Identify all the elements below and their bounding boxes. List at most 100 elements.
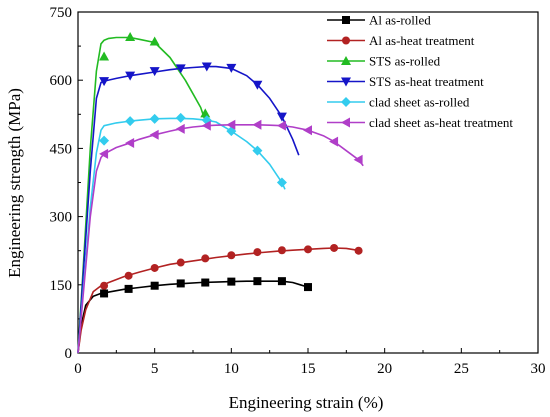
x-tick-label: 0 xyxy=(74,361,82,377)
series-5 xyxy=(77,112,287,354)
data-point xyxy=(353,154,363,165)
data-point xyxy=(175,112,186,123)
data-point xyxy=(303,125,312,136)
data-point xyxy=(200,108,211,118)
legend-marker xyxy=(342,16,350,24)
data-point xyxy=(125,116,136,127)
series-line xyxy=(77,124,364,354)
data-point xyxy=(99,51,110,61)
legend-marker xyxy=(342,36,350,45)
data-point xyxy=(125,137,135,148)
data-point xyxy=(124,271,133,280)
y-tick-label: 150 xyxy=(50,278,73,294)
series-2 xyxy=(77,243,363,354)
legend-marker xyxy=(341,77,351,87)
series-line xyxy=(77,280,309,354)
data-point xyxy=(150,281,159,290)
series-line xyxy=(77,117,286,354)
data-point xyxy=(124,284,133,293)
data-point xyxy=(99,135,110,146)
legend-item: STS as-rolled xyxy=(327,54,441,69)
data-point xyxy=(175,64,186,74)
data-point xyxy=(253,248,262,257)
plot-border xyxy=(77,11,539,354)
series-6 xyxy=(77,119,364,354)
x-tick-label: 25 xyxy=(454,361,469,377)
legend-label: Al as-rolled xyxy=(369,13,431,28)
series-line xyxy=(77,36,208,354)
data-point xyxy=(354,246,363,255)
data-point xyxy=(226,63,237,73)
x-axis-title: Engineering strain (%) xyxy=(229,393,384,412)
data-point xyxy=(99,148,109,159)
y-axis-ticks: 0 150 300 450 600 750 xyxy=(50,5,83,362)
legend-label: clad sheet as-rolled xyxy=(369,95,470,110)
data-point xyxy=(277,246,286,255)
data-point xyxy=(100,289,109,298)
data-point xyxy=(201,62,212,72)
data-point xyxy=(304,283,312,292)
legend-label: clad sheet as-heat treatment xyxy=(369,115,513,130)
data-point xyxy=(149,113,160,124)
data-point xyxy=(329,136,339,147)
data-point xyxy=(276,177,287,188)
legend-item: Al as-heat treatment xyxy=(327,33,475,48)
data-point xyxy=(227,251,236,260)
legend-label: STS as-heat treatment xyxy=(369,74,484,89)
data-point xyxy=(304,245,312,254)
series-line xyxy=(77,65,300,354)
y-tick-label: 750 xyxy=(50,5,73,21)
y-axis-title: Engineering strength (MPa) xyxy=(5,88,24,278)
data-point xyxy=(226,119,236,130)
legend-item: clad sheet as-rolled xyxy=(327,95,470,110)
data-point xyxy=(252,119,262,130)
y-tick-label: 0 xyxy=(65,346,73,362)
data-point xyxy=(175,123,185,134)
data-point xyxy=(149,36,160,46)
series-layer xyxy=(77,32,364,354)
data-point xyxy=(176,279,185,288)
legend-label: Al as-heat treatment xyxy=(369,33,475,48)
data-point xyxy=(99,77,110,87)
legend-item: STS as-heat treatment xyxy=(327,74,484,89)
legend-marker xyxy=(341,56,351,65)
x-axis-ticks: 0 5 10 15 20 25 30 xyxy=(74,348,546,377)
series-4 xyxy=(77,62,300,354)
data-point xyxy=(201,278,210,287)
x-tick-label: 20 xyxy=(377,361,392,377)
data-point xyxy=(176,258,185,267)
legend-marker xyxy=(341,97,351,107)
x-tick-label: 5 xyxy=(151,361,159,377)
data-point xyxy=(277,277,286,286)
data-point xyxy=(125,32,136,42)
y-tick-label: 450 xyxy=(50,141,73,157)
data-point xyxy=(150,263,159,272)
data-point xyxy=(276,112,287,122)
series-1 xyxy=(77,277,312,354)
data-point xyxy=(149,67,160,77)
series-line xyxy=(77,247,358,354)
data-point xyxy=(227,277,236,286)
plot-frame xyxy=(77,11,539,354)
data-point xyxy=(125,71,136,81)
data-point xyxy=(253,277,262,286)
data-point xyxy=(252,80,263,90)
x-tick-label: 15 xyxy=(301,361,316,377)
data-point xyxy=(201,254,210,263)
data-point xyxy=(100,281,109,290)
data-point xyxy=(276,120,286,131)
x-tick-label: 30 xyxy=(531,361,546,377)
legend-label: STS as-rolled xyxy=(369,54,441,69)
data-point xyxy=(330,243,339,252)
y-tick-label: 600 xyxy=(50,73,73,89)
legend: Al as-rolled Al as-heat treatment STS as-r… xyxy=(327,13,513,130)
x-tick-label: 10 xyxy=(224,361,239,377)
data-point xyxy=(201,120,211,131)
data-point xyxy=(252,145,263,156)
data-point xyxy=(149,129,159,140)
legend-item: Al as-rolled xyxy=(327,13,431,28)
series-3 xyxy=(77,32,211,354)
legend-marker xyxy=(341,117,350,128)
legend-item: clad sheet as-heat treatment xyxy=(327,115,513,130)
